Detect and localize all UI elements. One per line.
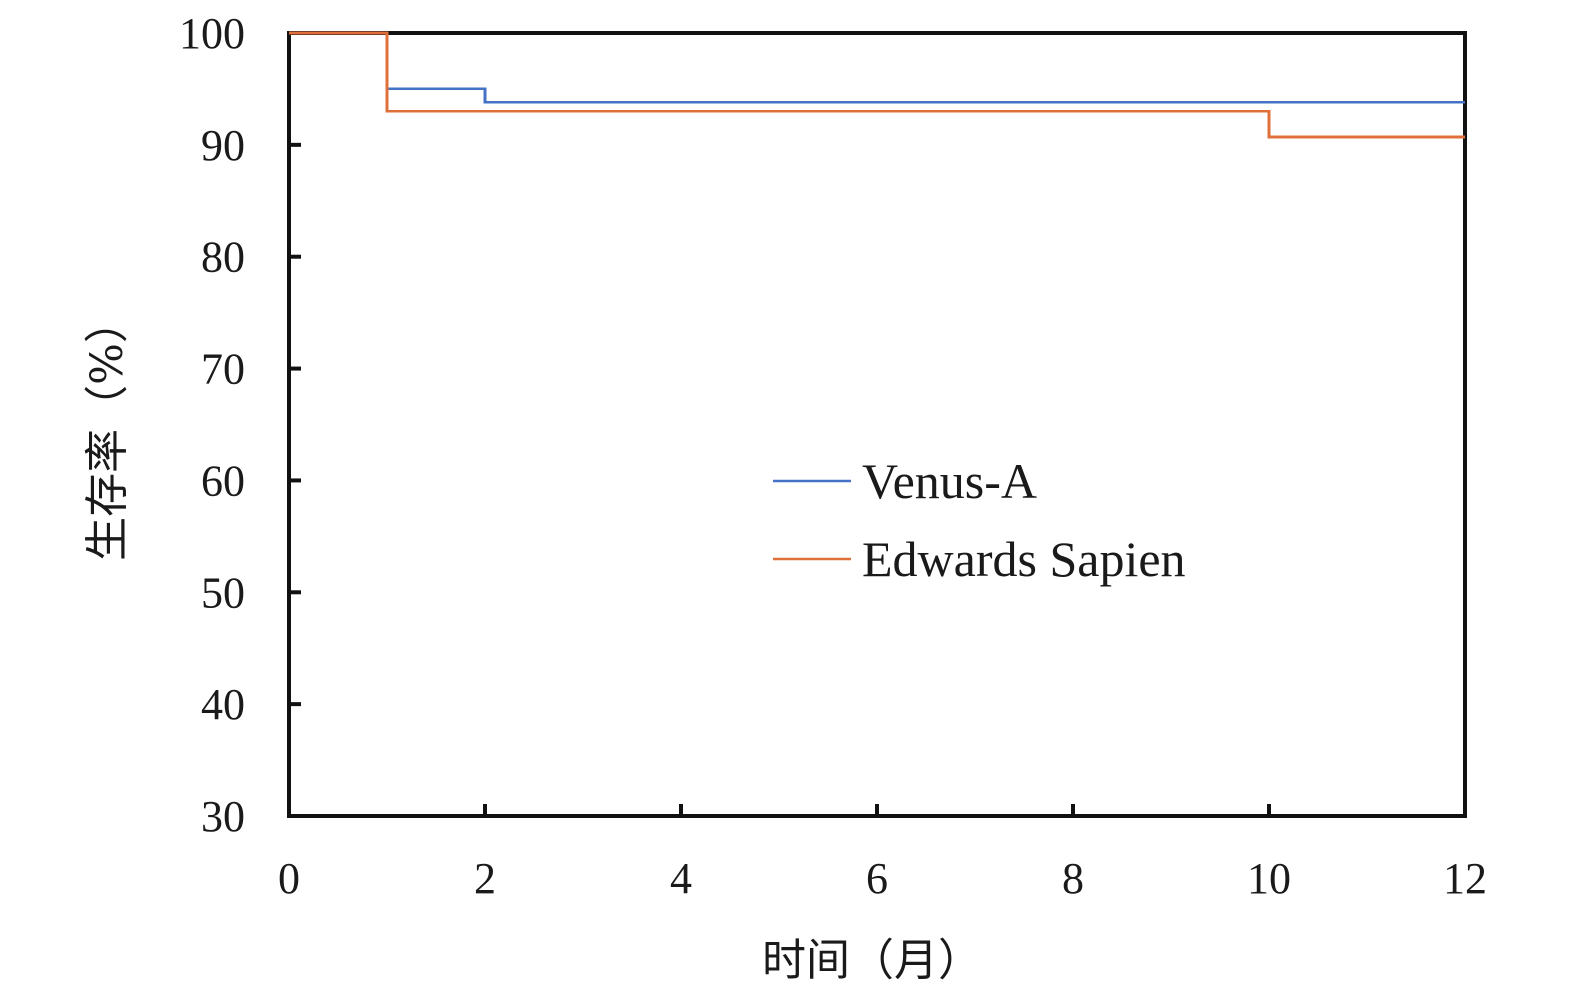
- axes-group: 30 40 50 60 70 80 90 100 0 2 4 6 8 10 12: [179, 9, 1487, 903]
- y-tick-label-50: 50: [201, 568, 245, 617]
- x-tick-label-6: 6: [866, 854, 888, 903]
- y-tick-label-100: 100: [179, 9, 245, 58]
- series-group: [289, 31, 1465, 139]
- legend: Venus-A Edwards Sapien: [773, 453, 1186, 587]
- y-tick-label-60: 60: [201, 456, 245, 505]
- x-tick-label-12: 12: [1443, 854, 1487, 903]
- legend-label-1: Venus-A: [862, 453, 1037, 509]
- legend-label-2: Edwards Sapien: [862, 531, 1186, 587]
- y-tick-label-90: 90: [201, 121, 245, 170]
- x-axis-title: 时间（月）: [762, 935, 982, 986]
- series-line-1: [289, 31, 1465, 104]
- x-tick-label-10: 10: [1247, 854, 1291, 903]
- y-axis-title: 生存率（%）: [82, 299, 133, 561]
- x-tick-label-0: 0: [278, 854, 300, 903]
- series-line-2: [289, 31, 1465, 139]
- y-tick-label-80: 80: [201, 233, 245, 282]
- y-tick-label-70: 70: [201, 345, 245, 394]
- x-tick-label-8: 8: [1062, 854, 1084, 903]
- plot-frame: [287, 31, 1467, 818]
- x-tick-label-2: 2: [474, 854, 496, 903]
- y-tick-label-30: 30: [201, 792, 245, 841]
- x-tick-label-4: 4: [670, 854, 692, 903]
- labels-group: 时间（月） 生存率（%）: [82, 299, 982, 986]
- y-tick-label-40: 40: [201, 680, 245, 729]
